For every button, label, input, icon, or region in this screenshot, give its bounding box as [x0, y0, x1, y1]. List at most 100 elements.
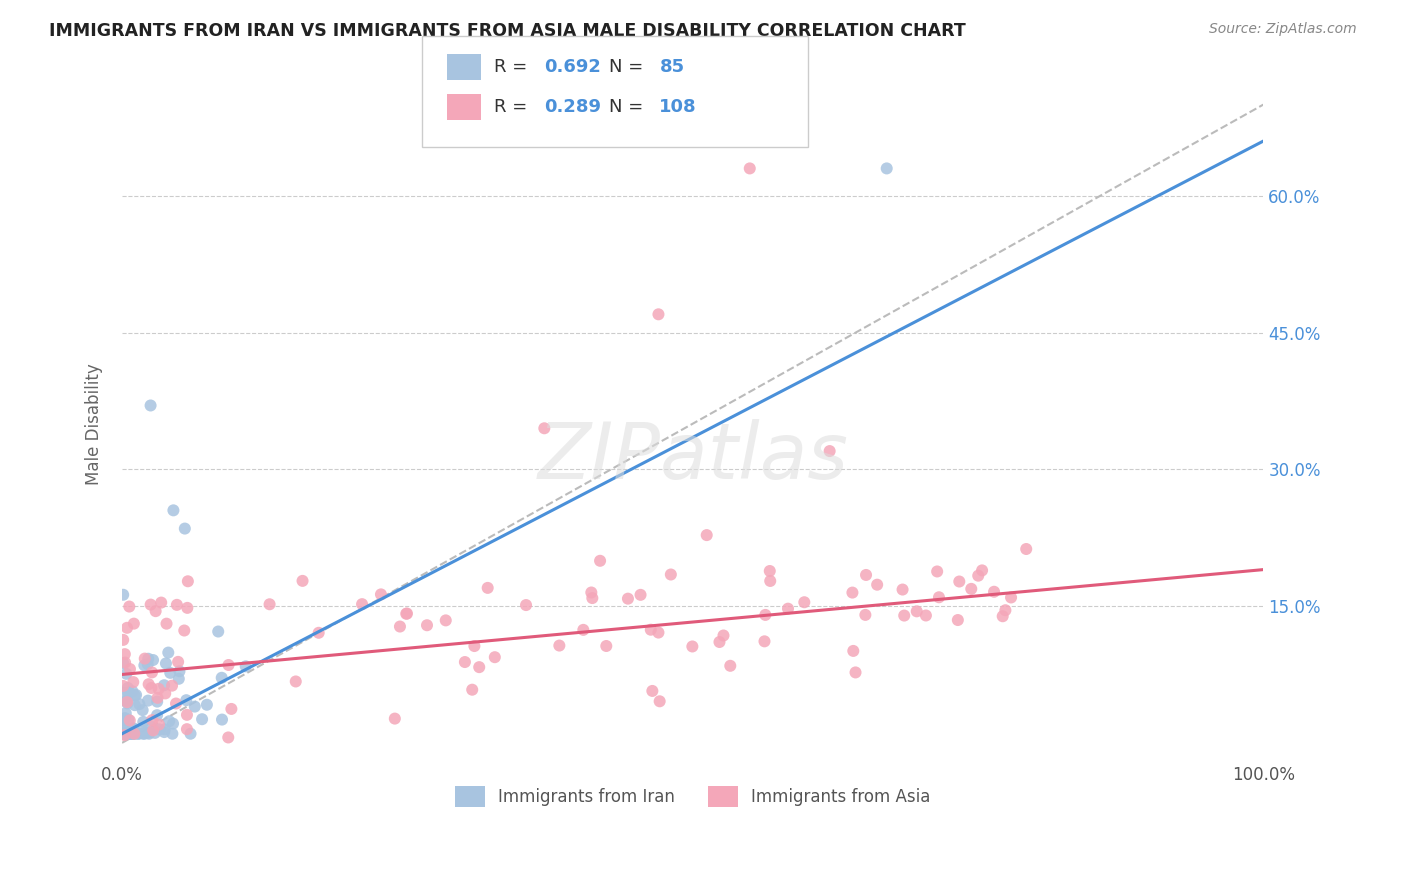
- Point: [112, 588, 135, 602]
- Point: [148, 681, 170, 696]
- Point: [853, 607, 876, 622]
- Point: [120, 727, 142, 741]
- Point: [145, 604, 167, 618]
- Point: [207, 624, 229, 639]
- Point: [696, 528, 718, 542]
- Point: [124, 698, 146, 713]
- Point: [640, 623, 662, 637]
- Point: [758, 564, 780, 578]
- Point: [905, 604, 928, 618]
- Point: [589, 554, 612, 568]
- Point: [477, 581, 499, 595]
- Point: [134, 727, 156, 741]
- Point: [142, 723, 165, 738]
- Point: [120, 727, 142, 741]
- Point: [548, 639, 571, 653]
- Point: [143, 726, 166, 740]
- Point: [122, 616, 145, 631]
- Point: [115, 694, 138, 708]
- Point: [115, 727, 138, 741]
- Point: [970, 563, 993, 577]
- Point: [112, 727, 135, 741]
- Point: [136, 652, 159, 666]
- Point: [122, 727, 145, 741]
- Point: [595, 639, 617, 653]
- Point: [112, 719, 135, 733]
- Point: [169, 665, 191, 679]
- Point: [122, 675, 145, 690]
- Point: [118, 662, 141, 676]
- Point: [352, 597, 374, 611]
- Text: N =: N =: [609, 58, 648, 76]
- Point: [118, 599, 141, 614]
- Point: [718, 658, 741, 673]
- Point: [647, 307, 669, 321]
- Point: [713, 628, 735, 642]
- Point: [841, 585, 863, 599]
- Point: [146, 695, 169, 709]
- Point: [157, 646, 180, 660]
- Point: [395, 607, 418, 621]
- Point: [738, 161, 761, 176]
- Text: 0.692: 0.692: [544, 58, 600, 76]
- Point: [191, 712, 214, 726]
- Point: [117, 727, 139, 741]
- Point: [284, 674, 307, 689]
- Point: [162, 503, 184, 517]
- Point: [927, 565, 949, 579]
- Point: [112, 679, 135, 693]
- Point: [681, 640, 703, 654]
- Point: [876, 161, 898, 176]
- Point: [121, 727, 143, 741]
- Point: [948, 574, 970, 589]
- Point: [647, 625, 669, 640]
- Point: [648, 694, 671, 708]
- Point: [115, 695, 138, 709]
- Point: [121, 722, 143, 736]
- Point: [117, 727, 139, 741]
- Point: [141, 665, 163, 680]
- Point: [176, 693, 198, 707]
- Point: [1015, 541, 1038, 556]
- Point: [134, 651, 156, 665]
- Point: [128, 727, 150, 741]
- Point: [112, 656, 135, 670]
- Point: [112, 727, 135, 741]
- Point: [176, 722, 198, 736]
- Point: [138, 677, 160, 691]
- Point: [416, 618, 439, 632]
- Point: [121, 727, 143, 741]
- Point: [291, 574, 314, 588]
- Point: [218, 658, 240, 673]
- Point: [659, 567, 682, 582]
- Point: [165, 697, 187, 711]
- Point: [124, 727, 146, 741]
- Point: [121, 727, 143, 741]
- Point: [967, 568, 990, 582]
- Point: [709, 635, 731, 649]
- Point: [946, 613, 969, 627]
- Point: [754, 634, 776, 648]
- Point: [960, 582, 983, 596]
- Point: [117, 696, 139, 710]
- Point: [150, 596, 173, 610]
- Point: [855, 568, 877, 582]
- Point: [155, 657, 177, 671]
- Point: [157, 714, 180, 729]
- Point: [641, 684, 664, 698]
- Point: [176, 600, 198, 615]
- Point: [515, 598, 537, 612]
- Point: [259, 597, 281, 611]
- Point: [122, 721, 145, 735]
- Point: [128, 697, 150, 711]
- Point: [131, 723, 153, 738]
- Point: [177, 574, 200, 589]
- Point: [124, 727, 146, 741]
- Point: [138, 727, 160, 741]
- Point: [461, 682, 484, 697]
- Point: [142, 653, 165, 667]
- Text: 108: 108: [659, 98, 697, 116]
- Point: [112, 717, 135, 731]
- Point: [617, 591, 640, 606]
- Point: [176, 707, 198, 722]
